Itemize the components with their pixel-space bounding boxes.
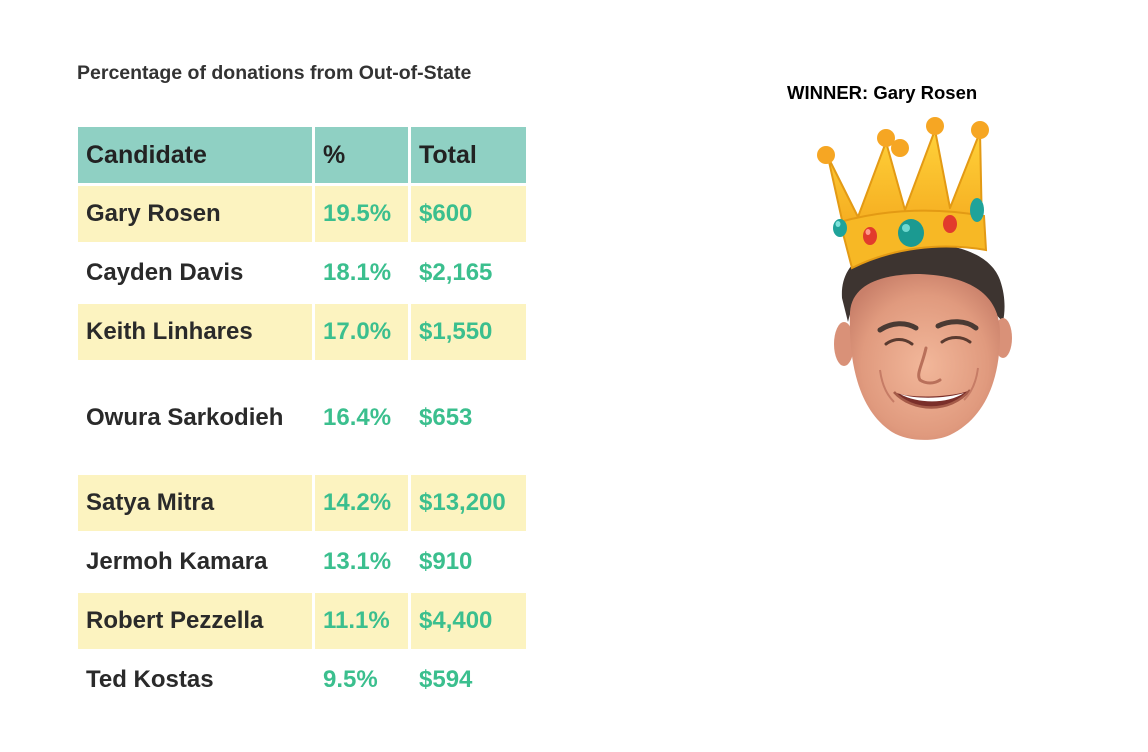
candidate-name: Satya Mitra — [78, 475, 312, 531]
candidate-name: Owura Sarkodieh — [86, 403, 284, 431]
candidate-total: $594 — [419, 666, 473, 693]
table-row: Owura Sarkodieh 16.4% $653 — [78, 363, 526, 472]
winner-label: WINNER: Gary Rosen — [787, 82, 978, 103]
table-row: Robert Pezzella 11.1% $4,400 — [78, 593, 526, 649]
table-row: Ted Kostas 9.5% $594 — [78, 652, 526, 708]
table-row: Jermoh Kamara 13.1% $910 — [78, 534, 526, 590]
winner-portrait — [817, 117, 1012, 440]
candidate-percent: 14.2% — [315, 475, 408, 531]
chart-title: Percentage of donations from Out-of-Stat… — [77, 62, 472, 84]
candidate-percent: 11.1% — [315, 593, 408, 649]
candidate-total: $4,400 — [411, 593, 526, 649]
table-body: Gary Rosen 19.5% $600 Cayden Davis 18.1% $2,1… — [78, 186, 526, 708]
header-percent: % — [315, 127, 408, 183]
candidate-name: Robert Pezzella — [78, 593, 312, 649]
header-total: Total — [411, 127, 526, 183]
candidate-total: $653 — [419, 403, 473, 431]
candidate-name: Ted Kostas — [86, 666, 214, 693]
table-row: Cayden Davis 18.1% $2,165 — [78, 245, 526, 301]
candidate-percent: 17.0% — [315, 304, 408, 360]
donations-table: Candidate % Total Gary Rosen 19.5% $600 Cay… — [75, 124, 529, 711]
candidate-percent: 9.5% — [323, 666, 378, 693]
candidate-percent: 16.4% — [323, 403, 392, 431]
candidate-total: $910 — [419, 548, 473, 575]
table-row: Keith Linhares 17.0% $1,550 — [78, 304, 526, 360]
candidate-percent: 18.1% — [323, 259, 392, 286]
candidate-total: $600 — [411, 186, 526, 242]
header-candidate: Candidate — [78, 127, 312, 183]
candidate-name: Jermoh Kamara — [86, 548, 268, 575]
candidate-percent: 19.5% — [315, 186, 408, 242]
table-row: Satya Mitra 14.2% $13,200 — [78, 475, 526, 531]
candidate-name: Cayden Davis — [86, 259, 244, 286]
candidate-name: Keith Linhares — [78, 304, 312, 360]
table-header-row: Candidate % Total — [78, 127, 526, 183]
table-row: Gary Rosen 19.5% $600 — [78, 186, 526, 242]
candidate-name: Gary Rosen — [78, 186, 312, 242]
winner-photo — [834, 243, 1012, 440]
candidate-total: $2,165 — [419, 259, 493, 286]
candidate-total: $13,200 — [411, 475, 526, 531]
crown-icon — [817, 117, 989, 270]
candidate-percent: 13.1% — [323, 548, 392, 575]
candidate-total: $1,550 — [411, 304, 526, 360]
